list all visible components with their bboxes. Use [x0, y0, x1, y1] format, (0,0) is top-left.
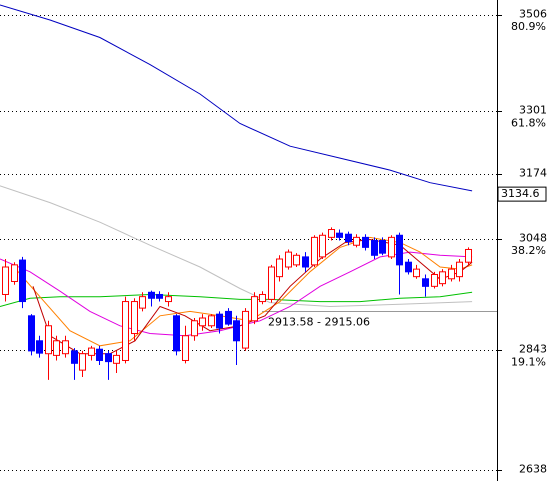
candle-body: [345, 233, 352, 243]
y-tick-label: 3174: [519, 167, 547, 180]
y-tick-label: 2843: [519, 343, 547, 356]
candle-body: [336, 232, 343, 238]
candle-body: [328, 229, 335, 238]
candle-body: [465, 248, 472, 263]
candle-body: [113, 354, 120, 364]
candle-body: [422, 278, 429, 287]
y-tick-label: 3048: [519, 232, 547, 245]
ma-line: [13, 236, 473, 347]
ma-line: [0, 291, 473, 307]
candle-body: [431, 273, 438, 287]
candle-body: [413, 268, 420, 278]
candle-body: [208, 315, 215, 327]
candle-body: [2, 266, 9, 295]
candle-body: [28, 315, 35, 352]
candle-body: [311, 236, 318, 266]
candle-body: [96, 348, 103, 361]
candle-body: [268, 266, 275, 300]
candle-body: [53, 340, 60, 356]
candle-body: [456, 261, 463, 278]
candle-body: [216, 313, 223, 329]
ma-line: [0, 4, 473, 192]
candle-body: [276, 258, 283, 278]
candle-body: [122, 301, 129, 361]
candle-body: [19, 259, 26, 303]
candle-body: [439, 271, 446, 285]
fib-label: 61.8%: [511, 116, 546, 129]
candle-body: [319, 234, 326, 258]
candle-body: [131, 301, 138, 335]
candle-body: [165, 296, 172, 303]
annotation-text: 2913.58 - 2915.06: [268, 316, 370, 329]
candle-body: [371, 240, 378, 256]
candle-body: [173, 315, 180, 352]
candle-body: [105, 353, 112, 363]
candle-body: [251, 296, 258, 322]
ma-line: [0, 185, 473, 308]
candle-body: [62, 340, 69, 355]
fib-label: 38.2%: [511, 244, 546, 257]
candle-body: [396, 234, 403, 266]
last-price-box: [497, 186, 547, 202]
candle-body: [362, 236, 369, 248]
candle-body: [156, 293, 163, 299]
candle-body: [242, 310, 249, 349]
candle-body: [285, 251, 292, 268]
y-tick-label: 2638: [519, 463, 547, 476]
candle-body: [71, 350, 78, 364]
candle-body: [302, 256, 309, 268]
candle-body: [139, 296, 146, 309]
candle-body: [233, 320, 240, 342]
fib-label: 80.9%: [511, 20, 546, 33]
candle-body: [79, 353, 86, 371]
candle-body: [353, 236, 360, 246]
candle-body: [225, 310, 232, 325]
candle-body: [379, 240, 386, 254]
candle-body: [259, 293, 266, 303]
candle-body: [405, 261, 412, 273]
candle-body: [45, 325, 52, 355]
candle-body: [11, 264, 18, 282]
fib-label: 19.1%: [511, 355, 546, 368]
candle-body: [293, 254, 300, 266]
candle-body: [388, 236, 395, 258]
candle-body: [448, 268, 455, 280]
y-tick-label: 3301: [519, 104, 547, 117]
candle-body: [148, 291, 155, 299]
candle-body: [182, 335, 189, 361]
y-tick-label: 3506: [519, 8, 547, 21]
candle-body: [191, 320, 198, 337]
candle-body: [88, 347, 95, 356]
last-price-label: 3134.6: [501, 187, 540, 200]
candle-body: [36, 340, 43, 354]
candle-body: [199, 317, 206, 327]
